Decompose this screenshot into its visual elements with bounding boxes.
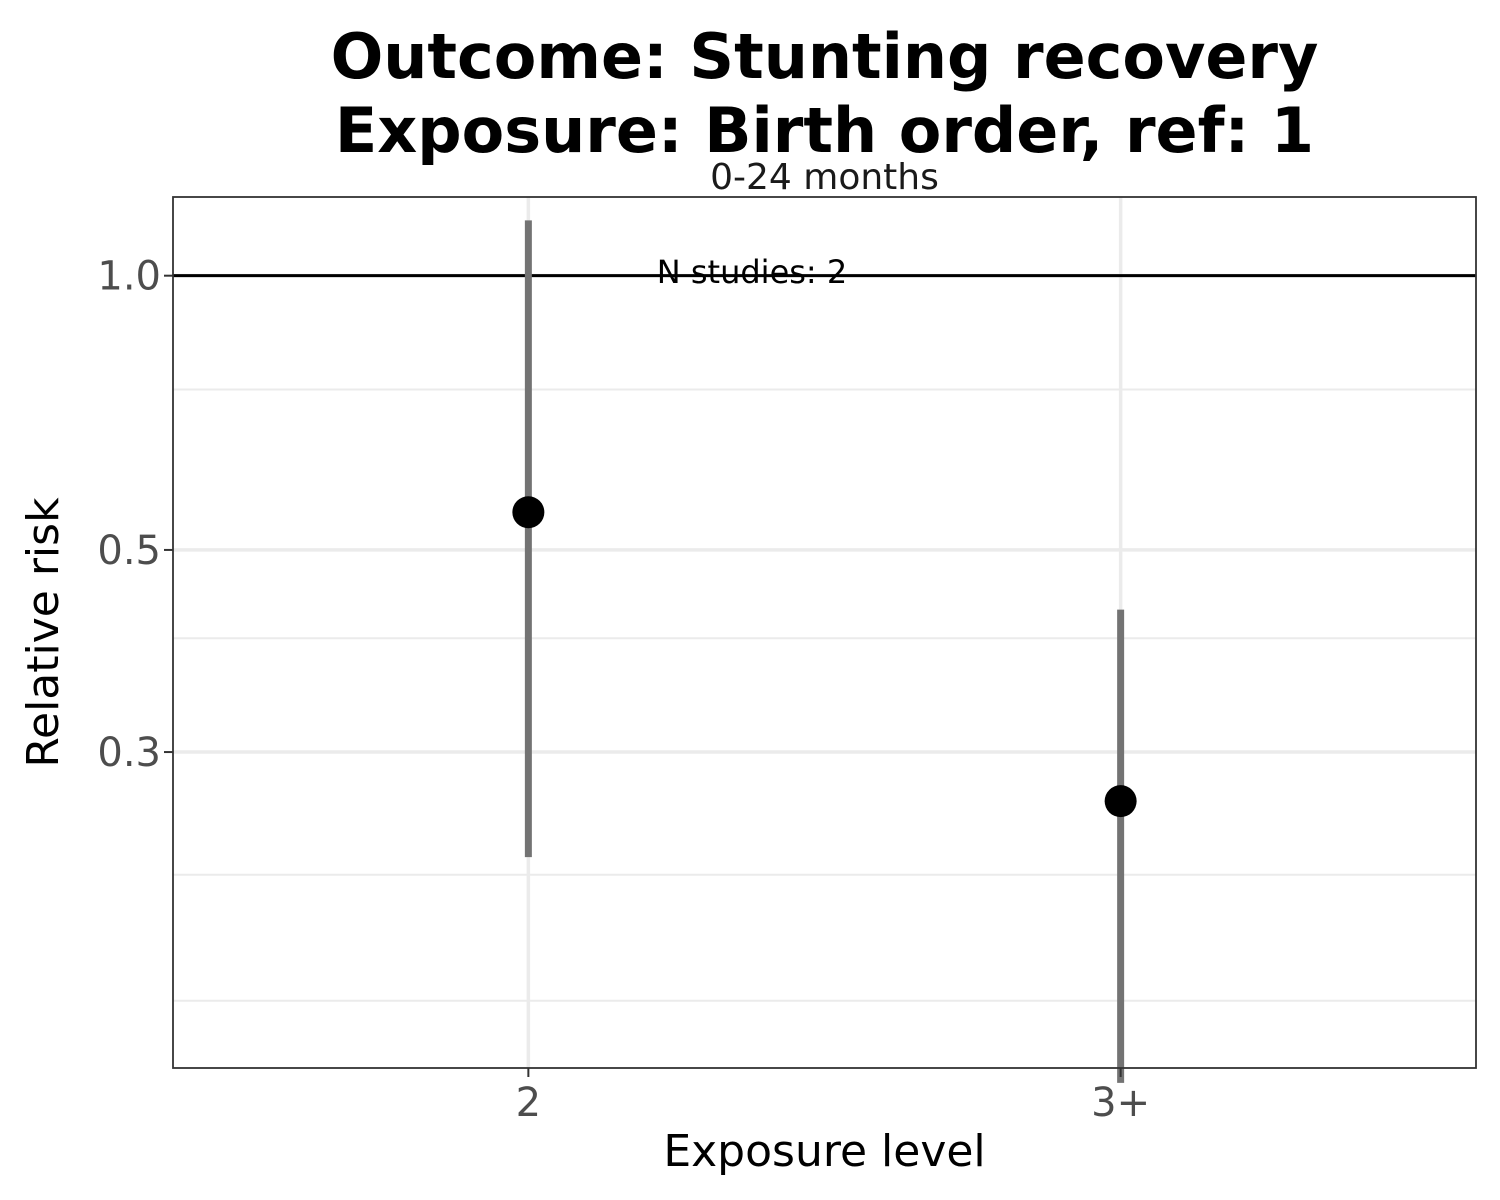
y-tick-label: 0.5 [97,528,161,574]
axes: 0.3 0.5 1.0 2 3+ [97,254,1150,1126]
facet-label: 0-24 months [710,157,939,198]
y-tick-label: 0.3 [97,730,161,776]
chart-title-line-2: Exposure: Birth order, ref: 1 [334,94,1315,167]
panel-border [172,196,1477,1069]
chart-title-line-1: Outcome: Stunting recovery [330,20,1319,93]
x-tick-label: 3+ [1091,1080,1150,1126]
y-axis-label: Relative risk [18,497,69,768]
point-estimate [512,496,545,529]
gridlines [173,197,1476,1068]
n-studies-annotation: N studies: 2 [657,253,847,291]
x-tick-label: 2 [516,1080,541,1126]
y-tick-label: 1.0 [97,254,161,300]
point-estimate [1104,785,1137,818]
data-marks [512,220,1137,1083]
x-axis-label: Exposure level [663,1126,985,1177]
